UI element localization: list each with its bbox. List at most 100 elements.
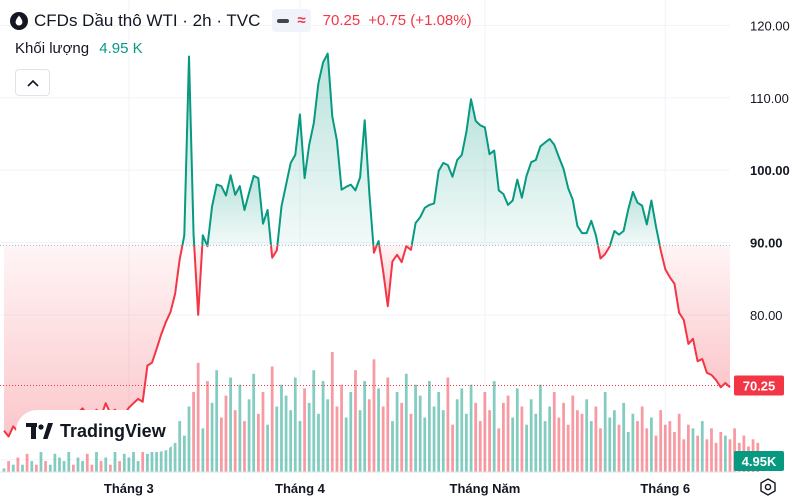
volume-bar <box>196 362 200 472</box>
volume-bar <box>150 446 154 472</box>
oil-drop-icon <box>10 11 28 30</box>
line-segment-up <box>206 174 272 246</box>
volume-bar <box>53 453 57 472</box>
volume-bar <box>677 413 681 472</box>
line-segment-up <box>201 234 209 246</box>
volume-bar <box>423 417 427 472</box>
area-below <box>597 245 610 259</box>
volume-bar <box>506 395 510 472</box>
x-tick-label: Tháng 3 <box>104 481 154 496</box>
volume-bar <box>127 457 131 472</box>
volume-bar <box>659 410 663 472</box>
volume-bar <box>552 392 556 472</box>
volume-bar <box>548 406 552 472</box>
line-segment-down <box>378 245 413 308</box>
volume-bar <box>650 417 653 472</box>
y-tick-label: 110.00 <box>750 91 789 106</box>
volume-bar <box>386 377 390 472</box>
volume-legend: Khối lượng 4.95 K <box>15 40 143 57</box>
volume-bar <box>497 428 501 472</box>
volume-bar <box>7 461 10 472</box>
volume-bar <box>58 457 61 472</box>
volume-bar <box>474 402 478 472</box>
volume-bar <box>613 410 616 472</box>
area-above <box>411 99 598 246</box>
volume-bar <box>132 450 135 472</box>
legend-change: +0.75 (+1.08%) <box>368 12 472 29</box>
volume-bar <box>719 432 723 472</box>
line-segment-down <box>596 245 611 260</box>
volume-bar <box>363 381 367 472</box>
volume-bar <box>229 377 232 472</box>
volume-bar <box>48 464 52 472</box>
symbol-title[interactable]: CFDs Dầu thô WTI · 2h · TVC <box>34 10 261 30</box>
volume-bar <box>187 406 191 472</box>
volume-bar <box>62 461 66 472</box>
volume-badge <box>734 451 784 471</box>
chart-mode-chip[interactable]: ≈ <box>272 9 311 32</box>
volume-bar <box>451 424 454 472</box>
volume-bar <box>515 388 519 472</box>
volume-bar <box>622 402 626 472</box>
volume-bar <box>455 399 459 472</box>
volume-bar <box>520 406 524 472</box>
volume-bar <box>700 421 704 472</box>
volume-bar <box>247 399 251 472</box>
volume-bar <box>589 421 593 472</box>
volume-bar <box>566 424 570 472</box>
volume-bar <box>289 410 293 472</box>
volume-bar <box>511 417 515 472</box>
volume-bar <box>243 421 246 472</box>
volume-bar <box>136 461 140 472</box>
volume-bar <box>626 432 630 472</box>
volume-bar <box>118 461 121 472</box>
volume-bar <box>543 421 547 472</box>
volume-bar <box>293 377 297 472</box>
volume-bar <box>395 392 399 472</box>
y-tick-label: 90.00 <box>750 236 783 251</box>
last-price-label: 70.25 <box>743 378 776 393</box>
price-area <box>4 53 730 437</box>
x-tick-label: Tháng 6 <box>640 481 690 496</box>
volume-bar <box>220 417 223 472</box>
volume-bar <box>696 435 700 472</box>
last-price-badge <box>734 375 784 396</box>
volume-bar <box>488 410 491 472</box>
volume-bar <box>21 464 24 472</box>
volume-bar <box>275 406 279 472</box>
volume-value: 4.95 K <box>99 40 143 57</box>
volume-bar <box>668 421 672 472</box>
volume-bar <box>682 439 686 472</box>
volume-bar <box>391 421 394 472</box>
volume-bar <box>159 439 163 472</box>
volume-bar <box>437 392 441 472</box>
volume-bar <box>257 413 260 472</box>
volume-bar <box>432 406 436 472</box>
volume-bar <box>76 457 80 472</box>
volume-bar <box>631 413 635 472</box>
volume-bar <box>636 421 639 472</box>
tradingview-logo[interactable]: TradingView <box>16 410 178 452</box>
settings-icon[interactable] <box>759 478 777 496</box>
volume-bar <box>367 399 371 472</box>
volume-bar <box>441 410 445 472</box>
volume-bar <box>599 428 602 472</box>
volume-bar <box>381 406 385 472</box>
dash-icon <box>277 18 290 23</box>
volume-bar <box>585 399 589 472</box>
wave-icon: ≈ <box>297 12 306 29</box>
volume-bar <box>266 424 269 472</box>
volume-bar <box>710 428 713 472</box>
volume-bar <box>418 395 422 472</box>
volume-bar <box>349 392 353 472</box>
collapse-legend-button[interactable] <box>15 69 50 96</box>
volume-bar <box>446 377 450 472</box>
volume-bar <box>409 413 413 472</box>
volume-bar <box>233 410 237 472</box>
volume-bar <box>335 406 339 472</box>
x-tick-label: Tháng Năm <box>450 481 521 496</box>
volume-bar <box>90 464 94 472</box>
volume-bar <box>141 442 145 472</box>
